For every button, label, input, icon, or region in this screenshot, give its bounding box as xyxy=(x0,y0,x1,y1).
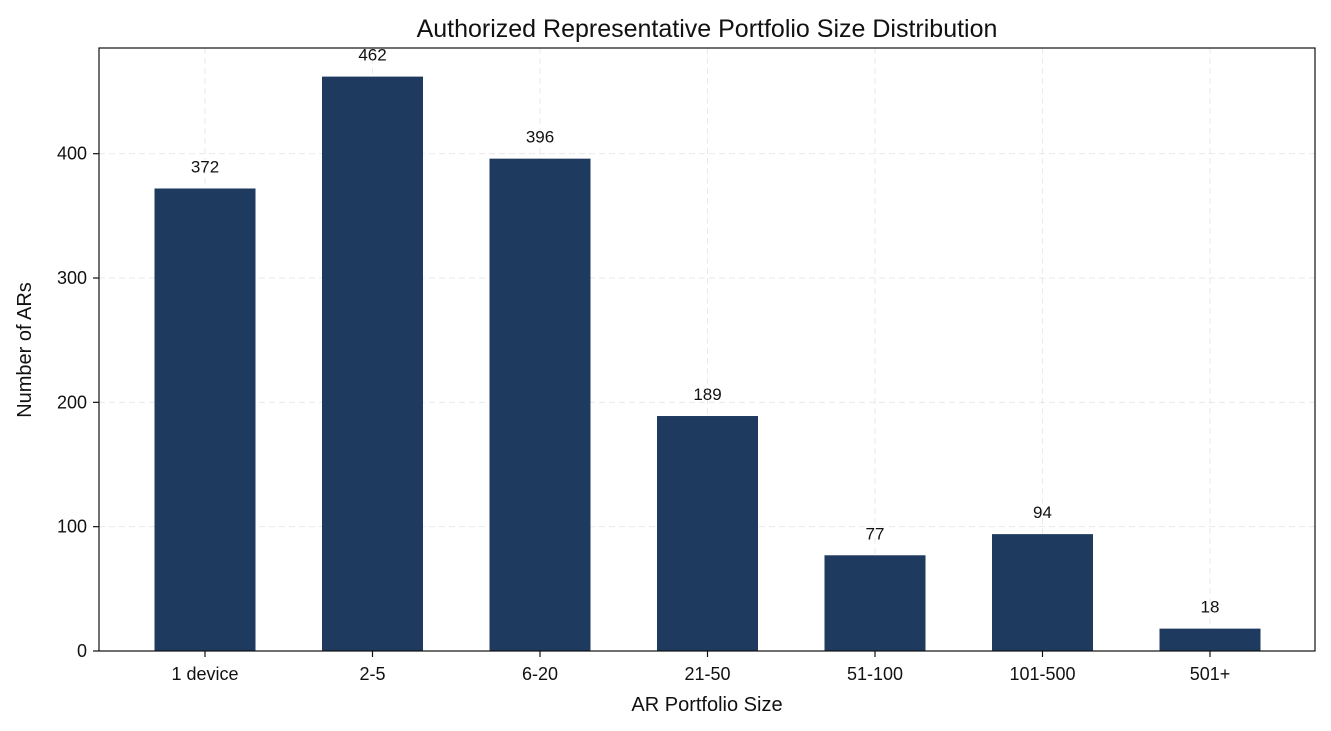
x-ticks-layer: 1 device 2-5 6-20 21-50 51-100 101-500 501+ xyxy=(171,651,1230,684)
y-tick-label-300: 300 xyxy=(57,268,87,288)
bars-layer xyxy=(154,76,1261,652)
y-ticks-layer: 0 100 200 300 400 xyxy=(57,144,99,661)
bar-101-500 xyxy=(992,534,1093,651)
x-axis-label: AR Portfolio Size xyxy=(631,694,782,716)
x-tick-label-51-100: 51-100 xyxy=(847,664,903,684)
bar-2-5 xyxy=(322,76,423,652)
x-tick-label-6-20: 6-20 xyxy=(522,664,558,684)
y-axis-label: Number of ARs xyxy=(14,282,36,418)
data-label-51-100: 77 xyxy=(866,524,885,543)
x-tick-label-501-: 501+ xyxy=(1190,664,1231,684)
data-label-6-20: 396 xyxy=(526,128,554,147)
data-label-21-50: 189 xyxy=(693,385,721,404)
data-labels-layer: 372 462 396 189 77 94 18 xyxy=(191,46,1220,617)
chart-title: Authorized Representative Portfolio Size… xyxy=(417,15,998,43)
y-tick-label-100: 100 xyxy=(57,517,87,537)
bar-51-100 xyxy=(824,555,926,651)
data-label-101-500: 94 xyxy=(1033,503,1052,522)
data-label-501-: 18 xyxy=(1201,598,1220,617)
x-tick-label-101-500: 101-500 xyxy=(1009,664,1075,684)
x-tick-label-21-50: 21-50 xyxy=(684,664,730,684)
plot-frame xyxy=(98,47,1316,652)
x-tick-label-2-5: 2-5 xyxy=(359,664,385,684)
y-tick-label-0: 0 xyxy=(77,641,87,661)
data-label-2-5: 462 xyxy=(358,46,386,65)
bar-21-50 xyxy=(657,416,758,651)
y-tick-label-400: 400 xyxy=(57,144,87,164)
bar-6-20 xyxy=(489,158,591,651)
x-tick-label-1-device: 1 device xyxy=(171,664,238,684)
y-tick-label-200: 200 xyxy=(57,392,87,412)
bar-501- xyxy=(1159,628,1261,651)
data-label-1-device: 372 xyxy=(191,157,219,176)
bar-1-device xyxy=(154,188,256,652)
